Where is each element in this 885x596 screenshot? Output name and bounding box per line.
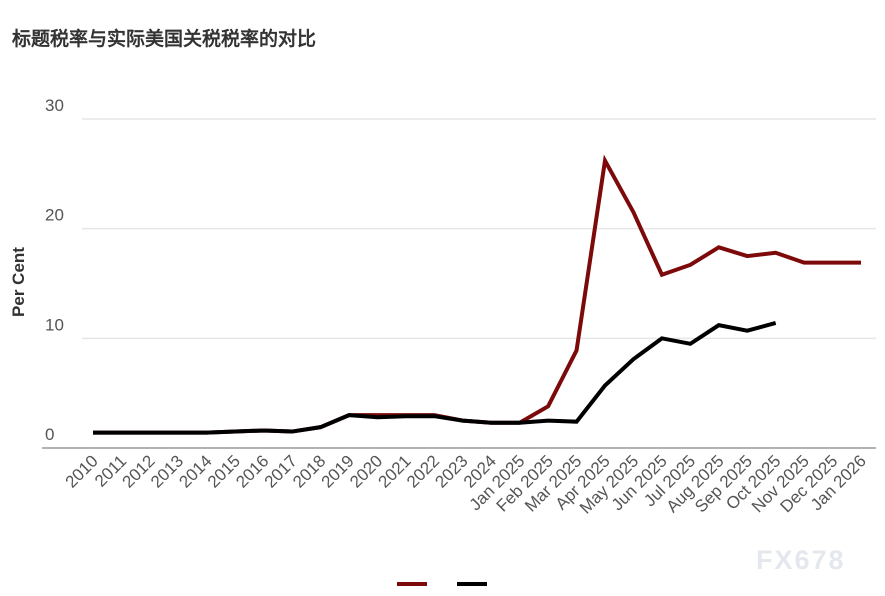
y-tick-label: 0 [45, 425, 54, 444]
y-tick-label: 30 [45, 96, 64, 115]
y-tick-label: 10 [45, 315, 64, 334]
chart-title: 标题税率与实际美国关税税率的对比 [12, 28, 317, 50]
watermark-logo: FX678 [756, 545, 846, 575]
series-line-1 [93, 154, 861, 435]
y-tick-label: 20 [45, 206, 64, 225]
